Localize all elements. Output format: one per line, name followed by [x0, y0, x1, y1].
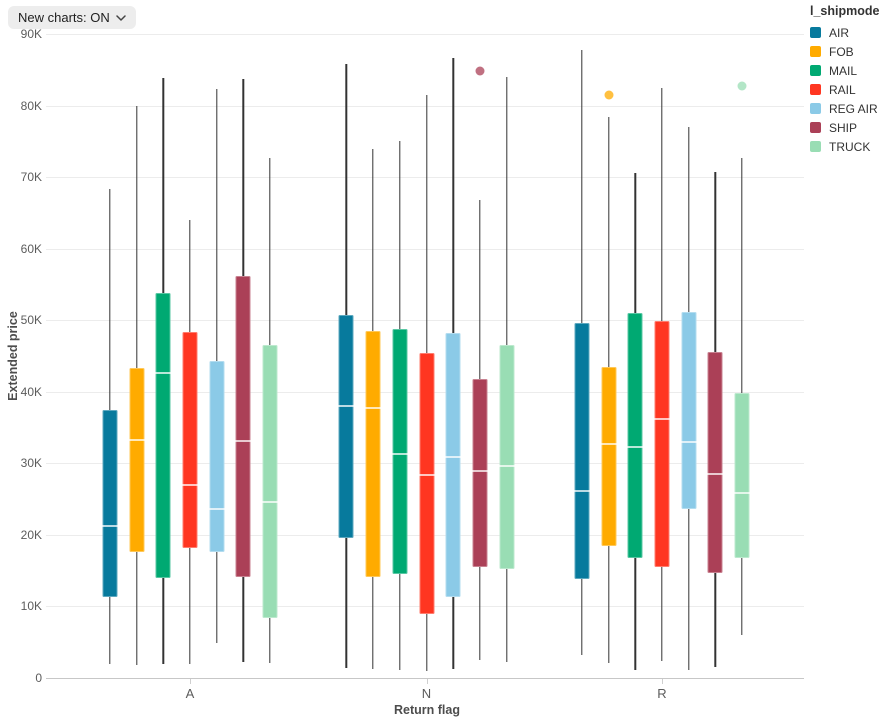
gridline — [46, 33, 804, 35]
median-line — [734, 491, 750, 494]
y-tick-label: 60K — [20, 241, 42, 256]
outlier-point-ship[interactable] — [475, 66, 485, 76]
x-axis-tick — [190, 679, 191, 684]
median-line — [235, 440, 251, 443]
chevron-down-icon — [116, 14, 126, 21]
legend-swatch — [810, 27, 821, 38]
legend-swatch — [810, 103, 821, 114]
legend-label: MAIL — [829, 63, 858, 78]
median-line — [419, 473, 434, 476]
legend-label: REG AIR — [829, 101, 878, 116]
box-mail-a[interactable] — [155, 293, 171, 578]
legend-item-mail[interactable]: MAIL — [810, 63, 890, 78]
outlier-point-truck[interactable] — [737, 81, 747, 91]
y-tick-label: 80K — [20, 98, 42, 113]
legend-swatch — [810, 65, 821, 76]
y-tick-label: 20K — [20, 527, 42, 542]
x-axis-tick — [662, 679, 663, 684]
legend-items: AIR FOB MAIL RAIL REG AIR SHIP TRUCK — [810, 25, 890, 154]
outlier-point-fob[interactable] — [604, 90, 614, 100]
y-tick-label: 90K — [20, 26, 42, 41]
x-group-label-n: N — [421, 686, 432, 701]
legend-item-truck[interactable]: TRUCK — [810, 139, 890, 154]
median-line — [574, 490, 590, 493]
box-ship-n[interactable] — [472, 378, 488, 568]
new-charts-toggle[interactable]: New charts: ON — [8, 6, 136, 29]
legend-item-reg-air[interactable]: REG AIR — [810, 101, 890, 116]
x-group-label-a: A — [185, 686, 195, 701]
legend-item-air[interactable]: AIR — [810, 25, 890, 40]
gridline — [46, 105, 804, 107]
box-fob-r[interactable] — [601, 366, 617, 547]
median-line — [392, 453, 408, 456]
x-group-label-r: R — [657, 686, 667, 701]
legend-label: AIR — [829, 25, 850, 40]
median-line — [627, 445, 643, 448]
box-reg-air-a[interactable] — [209, 361, 225, 553]
box-fob-n[interactable] — [365, 330, 381, 578]
x-axis-title: Return flag — [394, 703, 460, 717]
median-line — [209, 508, 225, 511]
y-tick-label: 40K — [20, 384, 42, 399]
box-ship-a[interactable] — [235, 275, 251, 578]
legend-label: FOB — [829, 44, 854, 59]
median-line — [707, 473, 723, 476]
gridline — [46, 248, 804, 250]
gridline — [46, 177, 804, 179]
median-line — [182, 483, 198, 486]
legend-item-rail[interactable]: RAIL — [810, 82, 890, 97]
legend-item-fob[interactable]: FOB — [810, 44, 890, 59]
box-reg-air-r[interactable] — [681, 312, 697, 510]
y-tick-label: 30K — [20, 456, 42, 471]
median-line — [365, 407, 381, 410]
new-charts-label: New charts: ON — [18, 10, 110, 25]
box-rail-r[interactable] — [654, 320, 670, 568]
median-line — [129, 438, 145, 441]
box-fob-a[interactable] — [129, 368, 145, 553]
legend-item-ship[interactable]: SHIP — [810, 120, 890, 135]
legend: l_shipmode AIR FOB MAIL RAIL REG AIR SHIP TRUC… — [810, 4, 890, 160]
legend-swatch — [810, 46, 821, 57]
y-tick-label: 0 — [35, 671, 42, 685]
median-line — [155, 372, 171, 375]
box-mail-n[interactable] — [392, 328, 408, 575]
legend-label: SHIP — [829, 120, 858, 135]
legend-swatch — [810, 84, 821, 95]
legend-swatch — [810, 122, 821, 133]
x-axis-tick — [426, 679, 428, 684]
median-line — [445, 455, 461, 458]
gridline — [46, 320, 804, 322]
box-air-n[interactable] — [338, 315, 354, 538]
box-mail-r[interactable] — [627, 313, 643, 558]
legend-label: TRUCK — [829, 139, 871, 154]
median-line — [338, 405, 354, 408]
legend-title: l_shipmode — [810, 4, 880, 18]
y-tick-label: 10K — [20, 599, 42, 614]
box-truck-r[interactable] — [734, 393, 750, 558]
y-tick-label: 70K — [20, 170, 42, 185]
median-line — [499, 465, 515, 468]
median-line — [654, 417, 670, 420]
median-line — [102, 525, 118, 528]
box-air-a[interactable] — [102, 410, 118, 598]
legend-swatch — [810, 141, 821, 152]
box-rail-n[interactable] — [419, 353, 434, 615]
box-rail-a[interactable] — [182, 331, 198, 548]
box-truck-n[interactable] — [499, 345, 515, 570]
box-reg-air-n[interactable] — [445, 333, 461, 598]
y-tick-label: 50K — [20, 313, 42, 328]
box-truck-a[interactable] — [262, 345, 278, 618]
x-axis-line — [46, 678, 804, 679]
median-line — [262, 500, 278, 503]
box-air-r[interactable] — [574, 323, 590, 580]
median-line — [681, 440, 697, 443]
legend-label: RAIL — [829, 82, 856, 97]
median-line — [601, 443, 617, 445]
median-line — [472, 470, 488, 473]
box-ship-r[interactable] — [707, 351, 723, 573]
